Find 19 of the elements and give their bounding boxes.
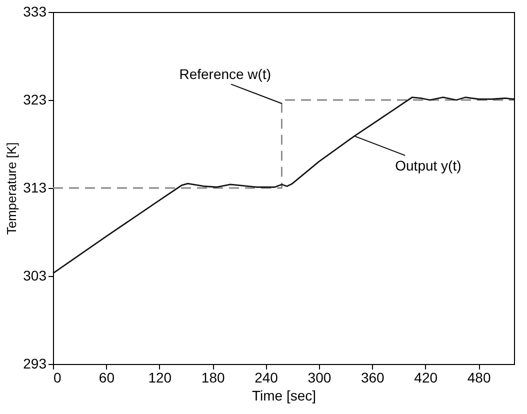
x-tick-label: 60 — [98, 370, 115, 386]
x-axis-title: Time [sec] — [252, 388, 316, 404]
x-tick-label: 240 — [254, 370, 278, 386]
x-tick-label: 480 — [467, 370, 491, 386]
y-tick-label: 313 — [23, 180, 47, 196]
x-tick-label: 0 — [54, 370, 62, 386]
line-series — [52, 96, 515, 274]
y-axis-title: Temperature [K] — [4, 142, 20, 235]
x-tick-label: 300 — [308, 370, 332, 386]
y-tick-label: 333 — [23, 4, 47, 20]
x-tick-label: 420 — [414, 370, 438, 386]
y-tick-label: 323 — [23, 92, 47, 108]
x-tick-label: 180 — [201, 370, 225, 386]
x-tick-label: 360 — [360, 370, 385, 386]
annotation: Output y(t) — [395, 157, 462, 174]
x-tick-label: 120 — [148, 370, 172, 386]
y-tick-label: 293 — [23, 356, 47, 372]
y-tick-label: 303 — [23, 268, 47, 284]
annotation: Reference w(t) — [179, 66, 272, 82]
